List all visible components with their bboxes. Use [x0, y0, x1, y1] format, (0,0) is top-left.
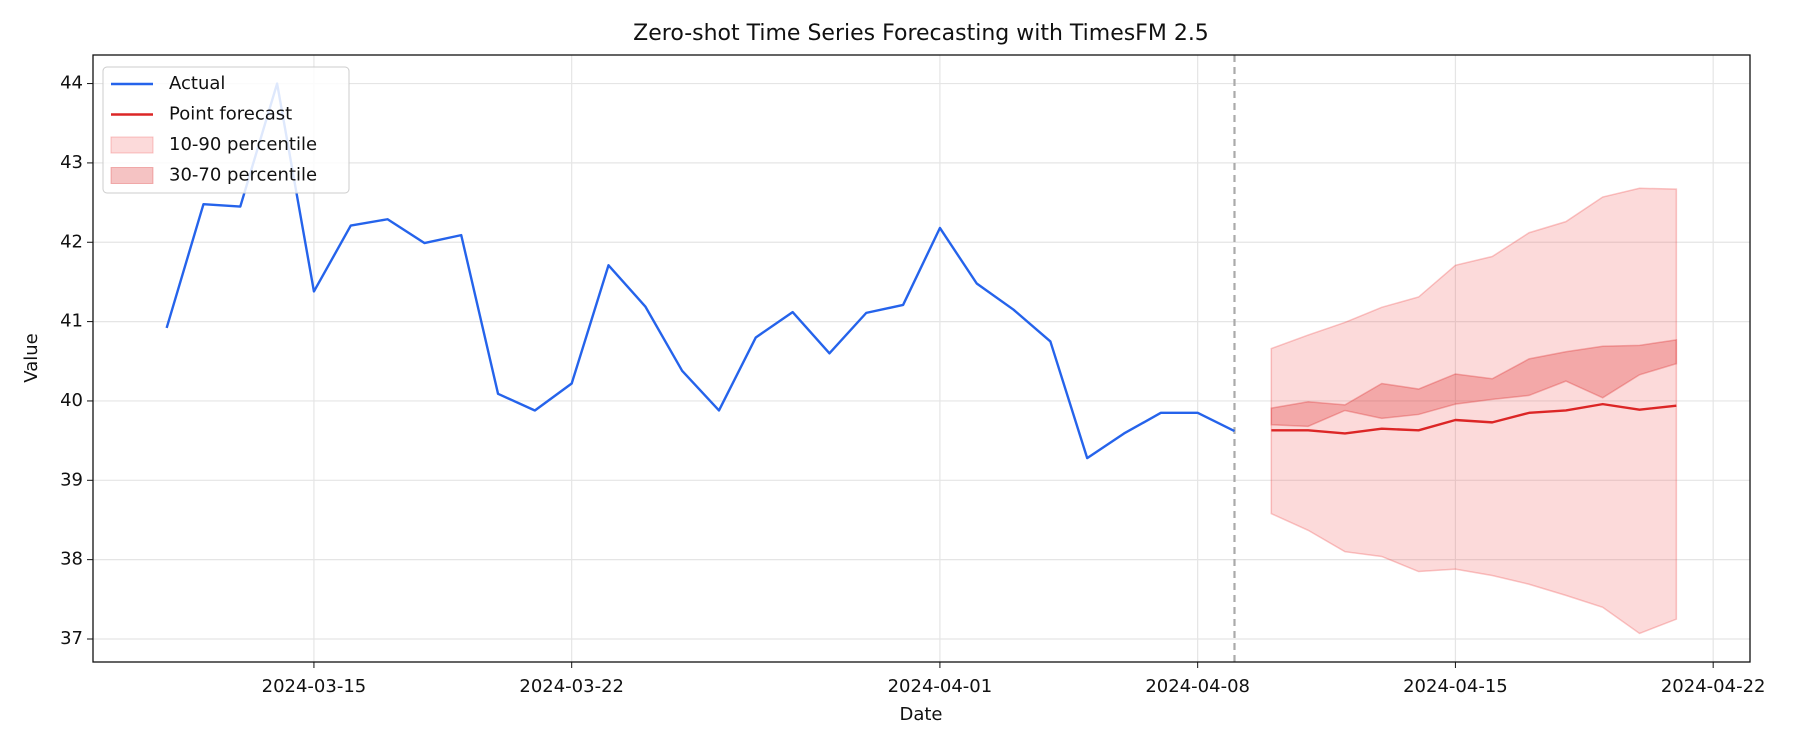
y-tick-label: 37: [60, 628, 83, 649]
x-tick-label: 2024-04-22: [1661, 676, 1766, 697]
y-tick-label: 38: [60, 549, 83, 570]
y-tick-label: 39: [60, 469, 83, 490]
legend-label: Actual: [169, 73, 225, 94]
y-tick-label: 44: [60, 73, 83, 94]
x-tick-label: 2024-04-08: [1145, 676, 1250, 697]
y-axis-label: Value: [21, 333, 42, 382]
x-tick-label: 2024-04-01: [888, 676, 993, 697]
plot-frame: [92, 54, 1751, 663]
legend-swatch: [110, 136, 154, 154]
legend-label: Point forecast: [169, 104, 292, 125]
band: [1270, 338, 1678, 428]
line: [165, 82, 1236, 460]
legend-label: 10-90 percentile: [169, 134, 317, 155]
x-tick-label: 2024-03-15: [262, 676, 367, 697]
legend-frame: [102, 66, 350, 194]
x-axis-label: Date: [899, 704, 942, 725]
legend-label: 30-70 percentile: [169, 165, 317, 186]
y-tick-label: 42: [60, 231, 83, 252]
legend-swatch: [110, 167, 154, 184]
band: [1270, 187, 1678, 635]
y-tick-label: 40: [60, 390, 83, 411]
x-tick-label: 2024-04-15: [1403, 676, 1508, 697]
x-tick-label: 2024-03-22: [519, 676, 624, 697]
y-tick-label: 43: [60, 152, 83, 173]
legend: Actual Point forecast 10-90 percentile 30-7…: [102, 66, 350, 194]
y-tick-label: 41: [60, 311, 83, 332]
line: [1271, 402, 1677, 435]
chart-title: Zero-shot Time Series Forecasting with T…: [633, 21, 1209, 46]
